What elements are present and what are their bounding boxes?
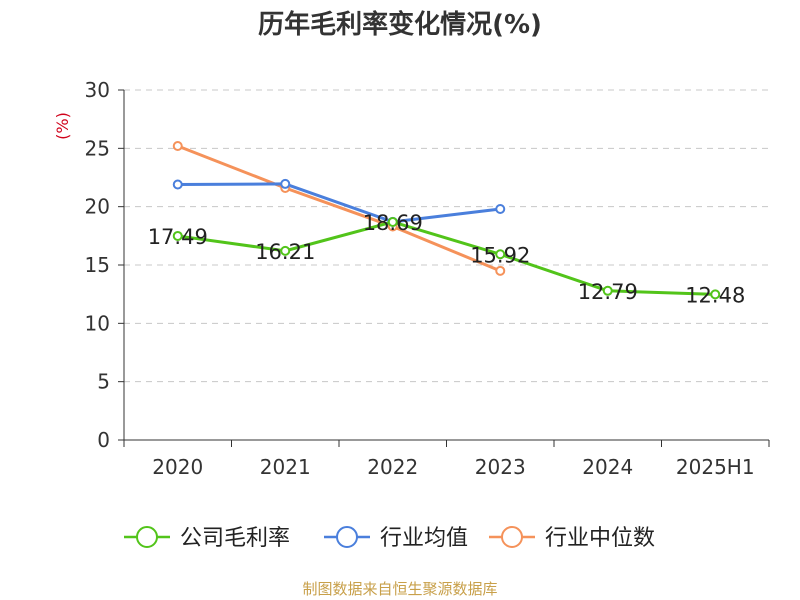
chart-title: 历年毛利率变化情况(%)	[258, 10, 542, 40]
series-point	[602, 285, 613, 296]
y-axis-label: (%)	[53, 112, 72, 140]
data-label: 16.21	[255, 240, 315, 264]
series-point	[495, 249, 506, 260]
y-tick-label: 10	[85, 311, 110, 335]
x-tick-label: 2023	[475, 455, 526, 479]
x-tick-label: 2021	[260, 455, 311, 479]
y-tick-label: 5	[97, 370, 110, 394]
legend-label: 公司毛利率	[180, 526, 290, 551]
data-label: 12.79	[578, 280, 638, 304]
x-tick-label: 2024	[582, 455, 633, 479]
data-label: 18.69	[363, 211, 423, 235]
series-line	[177, 144, 501, 273]
legend-item: 公司毛利率	[124, 526, 290, 551]
legend-label: 行业中位数	[545, 526, 655, 551]
y-tick-label: 25	[85, 136, 110, 160]
x-tick-label: 2022	[367, 455, 418, 479]
series-point	[710, 289, 721, 300]
legend-item: 行业中位数	[489, 526, 655, 551]
y-tick-label: 15	[85, 253, 110, 277]
legend-item: 行业均值	[324, 526, 468, 551]
series-line	[177, 182, 501, 224]
legend-label: 行业均值	[380, 526, 468, 551]
series-line	[177, 220, 716, 296]
series-point	[495, 265, 506, 276]
data-label: 12.48	[685, 283, 745, 307]
series-point	[172, 141, 183, 151]
series-point	[172, 230, 183, 241]
series-point	[495, 204, 506, 214]
data-label: 17.49	[148, 225, 208, 249]
series-point	[280, 245, 291, 256]
legend-marker	[336, 526, 358, 548]
legend-marker	[136, 526, 158, 548]
y-tick-label: 30	[85, 78, 110, 102]
x-tick-label: 2025H1	[676, 455, 755, 479]
x-tick-label: 2020	[152, 455, 203, 479]
series-point	[280, 178, 291, 189]
legend-marker	[501, 526, 523, 548]
source-note: 制图数据来自恒生聚源数据库	[302, 580, 498, 598]
y-tick-label: 0	[97, 428, 110, 452]
data-label: 15.92	[470, 243, 530, 267]
y-tick-label: 20	[85, 195, 110, 219]
series-point	[172, 179, 183, 190]
series-point	[387, 216, 398, 227]
